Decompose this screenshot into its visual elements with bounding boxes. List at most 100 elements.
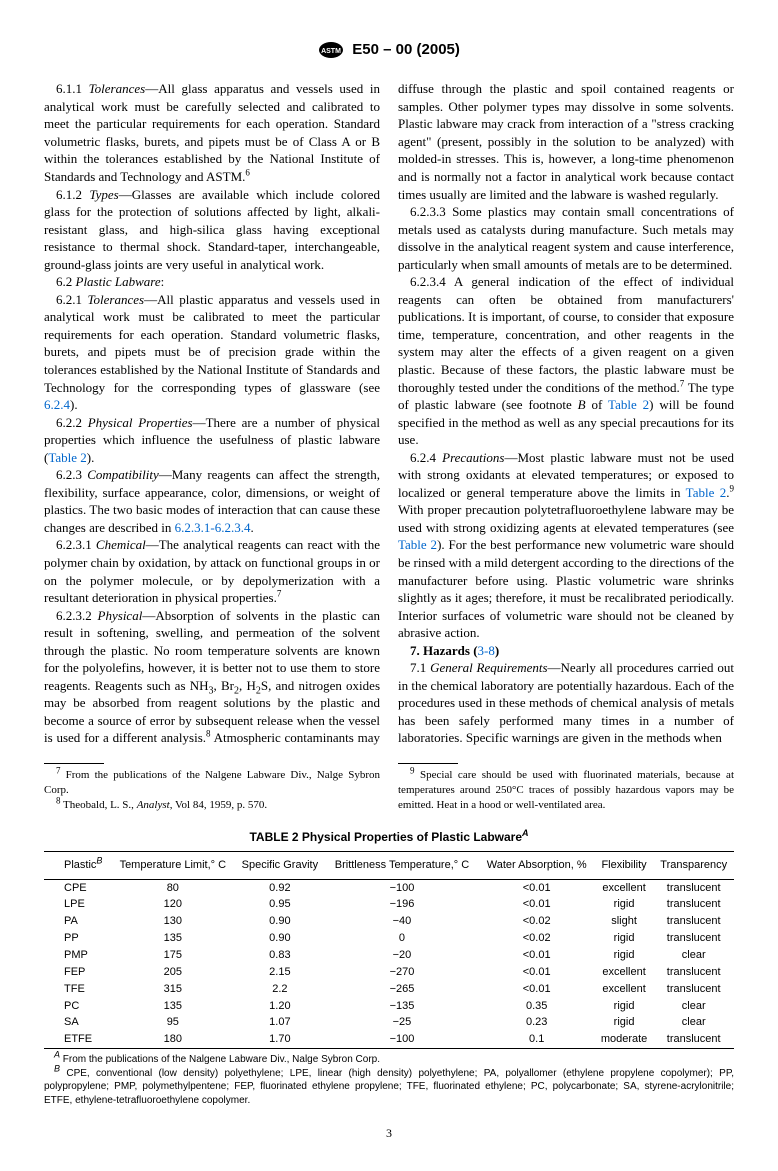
table-cell: 180 — [111, 1031, 234, 1048]
para-6.2.3.1: 6.2.3.1 Chemical—The analytical reagents… — [44, 536, 380, 606]
table-row: PA1300.90−40<0.02slighttranslucent — [44, 913, 734, 930]
table-cell: <0.02 — [479, 930, 595, 947]
table-cell: translucent — [653, 964, 734, 981]
table2-title: TABLE 2 Physical Properties of Plastic L… — [44, 829, 734, 845]
page-header: ASTM E50 – 00 (2005) — [44, 40, 734, 60]
table-cell: 0.83 — [234, 947, 325, 964]
table-cell: excellent — [595, 981, 654, 998]
table-notes: A From the publications of the Nalgene L… — [44, 1053, 734, 1107]
table-cell: rigid — [595, 998, 654, 1015]
table-cell: 1.70 — [234, 1031, 325, 1048]
table-cell: excellent — [595, 964, 654, 981]
table-cell: rigid — [595, 1014, 654, 1031]
link-3-8[interactable]: 3-8 — [478, 643, 495, 658]
table-header-cell: Brittleness Temperature,° C — [325, 851, 478, 879]
table-row: CPE800.92−100<0.01excellenttranslucent — [44, 879, 734, 896]
footnotes: 7 From the publications of the Nalgene L… — [44, 755, 734, 813]
table-cell: 175 — [111, 947, 234, 964]
table-cell: excellent — [595, 879, 654, 896]
table-row: PMP1750.83−20<0.01rigidclear — [44, 947, 734, 964]
table-cell: −40 — [325, 913, 478, 930]
table-cell: PP — [44, 930, 111, 947]
table-cell: clear — [653, 998, 734, 1015]
table-cell: TFE — [44, 981, 111, 998]
heading-7: 7. Hazards (3-8) — [398, 642, 734, 660]
table-cell: PA — [44, 913, 111, 930]
table-cell: −25 — [325, 1014, 478, 1031]
table-cell: moderate — [595, 1031, 654, 1048]
table-header-cell: Specific Gravity — [234, 851, 325, 879]
table-cell: 0.23 — [479, 1014, 595, 1031]
table-cell: FEP — [44, 964, 111, 981]
table-cell: −100 — [325, 879, 478, 896]
table-cell: 120 — [111, 896, 234, 913]
table-cell: rigid — [595, 896, 654, 913]
table-cell: −20 — [325, 947, 478, 964]
link-table2-d[interactable]: Table 2 — [398, 537, 437, 552]
table-row: TFE3152.2−265<0.01excellenttranslucent — [44, 981, 734, 998]
table-cell: 135 — [111, 930, 234, 947]
table-cell: rigid — [595, 947, 654, 964]
link-table2-a[interactable]: Table 2 — [48, 450, 86, 465]
link-6.2.4[interactable]: 6.2.4 — [44, 397, 70, 412]
para-6.2.3: 6.2.3 Compatibility—Many reagents can af… — [44, 466, 380, 536]
table-cell: 0 — [325, 930, 478, 947]
table-cell: translucent — [653, 879, 734, 896]
table-header-row: PlasticBTemperature Limit,° CSpecific Gr… — [44, 851, 734, 879]
link-table2-c[interactable]: Table 2 — [686, 485, 727, 500]
footnote-8: 8 Theobald, L. S., Analyst, Vol 84, 1959… — [44, 798, 380, 813]
para-6.2.3.4: 6.2.3.4 A general indication of the effe… — [398, 273, 734, 448]
table-cell: 1.20 — [234, 998, 325, 1015]
table-cell: rigid — [595, 930, 654, 947]
table-cell: <0.01 — [479, 896, 595, 913]
standard-designation: E50 – 00 (2005) — [352, 41, 460, 58]
table-header-cell: Transparency — [653, 851, 734, 879]
table-cell: 135 — [111, 998, 234, 1015]
para-6.2.4: 6.2.4 Precautions—Most plastic labware m… — [398, 449, 734, 642]
table-cell: PMP — [44, 947, 111, 964]
table-cell: translucent — [653, 1031, 734, 1048]
table-cell: PC — [44, 998, 111, 1015]
table-cell: translucent — [653, 896, 734, 913]
table-cell: 0.92 — [234, 879, 325, 896]
para-6.1.2: 6.1.2 Types—Glasses are available which … — [44, 186, 380, 274]
table-cell: −196 — [325, 896, 478, 913]
table-row: SA951.07−250.23rigidclear — [44, 1014, 734, 1031]
table-row: LPE1200.95−196<0.01rigidtranslucent — [44, 896, 734, 913]
table-cell: <0.01 — [479, 947, 595, 964]
table-cell: SA — [44, 1014, 111, 1031]
table-cell: <0.01 — [479, 981, 595, 998]
astm-logo-icon: ASTM — [318, 41, 344, 59]
para-6.2: 6.2 Plastic Labware: — [44, 273, 380, 291]
table-cell: <0.02 — [479, 913, 595, 930]
table-cell: −135 — [325, 998, 478, 1015]
table-cell: −265 — [325, 981, 478, 998]
para-6.2.2: 6.2.2 Physical Properties—There are a nu… — [44, 414, 380, 467]
table-cell: CPE — [44, 879, 111, 896]
table-cell: 315 — [111, 981, 234, 998]
table-body: CPE800.92−100<0.01excellenttranslucentLP… — [44, 879, 734, 1048]
table-cell: clear — [653, 1014, 734, 1031]
footnote-rule-right — [398, 763, 458, 764]
link-table2-b[interactable]: Table 2 — [608, 397, 649, 412]
para-7.1: 7.1 General Requirements—Nearly all proc… — [398, 659, 734, 747]
table-cell: 0.90 — [234, 930, 325, 947]
para-6.2.1: 6.2.1 Tolerances—All plastic apparatus a… — [44, 291, 380, 414]
table-cell: LPE — [44, 896, 111, 913]
footnote-9: 9 Special care should be used with fluor… — [398, 768, 734, 813]
page-number: 3 — [44, 1125, 734, 1141]
table-cell: translucent — [653, 981, 734, 998]
table-cell: −100 — [325, 1031, 478, 1048]
footnote-rule-left — [44, 763, 104, 764]
table-cell: <0.01 — [479, 964, 595, 981]
footnote-7: 7 From the publications of the Nalgene L… — [44, 768, 380, 798]
table-cell: 0.90 — [234, 913, 325, 930]
body-columns: 6.1.1 Tolerances—All glass apparatus and… — [44, 80, 734, 747]
table-row: ETFE1801.70−1000.1moderatetranslucent — [44, 1031, 734, 1048]
link-6.2.3.1-4[interactable]: 6.2.3.1-6.2.3.4 — [175, 520, 251, 535]
table-cell: −270 — [325, 964, 478, 981]
table-cell: 205 — [111, 964, 234, 981]
para-6.1.1: 6.1.1 Tolerances—All glass apparatus and… — [44, 80, 380, 185]
table-header-cell: PlasticB — [44, 851, 111, 879]
table-row: PC1351.20−1350.35rigidclear — [44, 998, 734, 1015]
